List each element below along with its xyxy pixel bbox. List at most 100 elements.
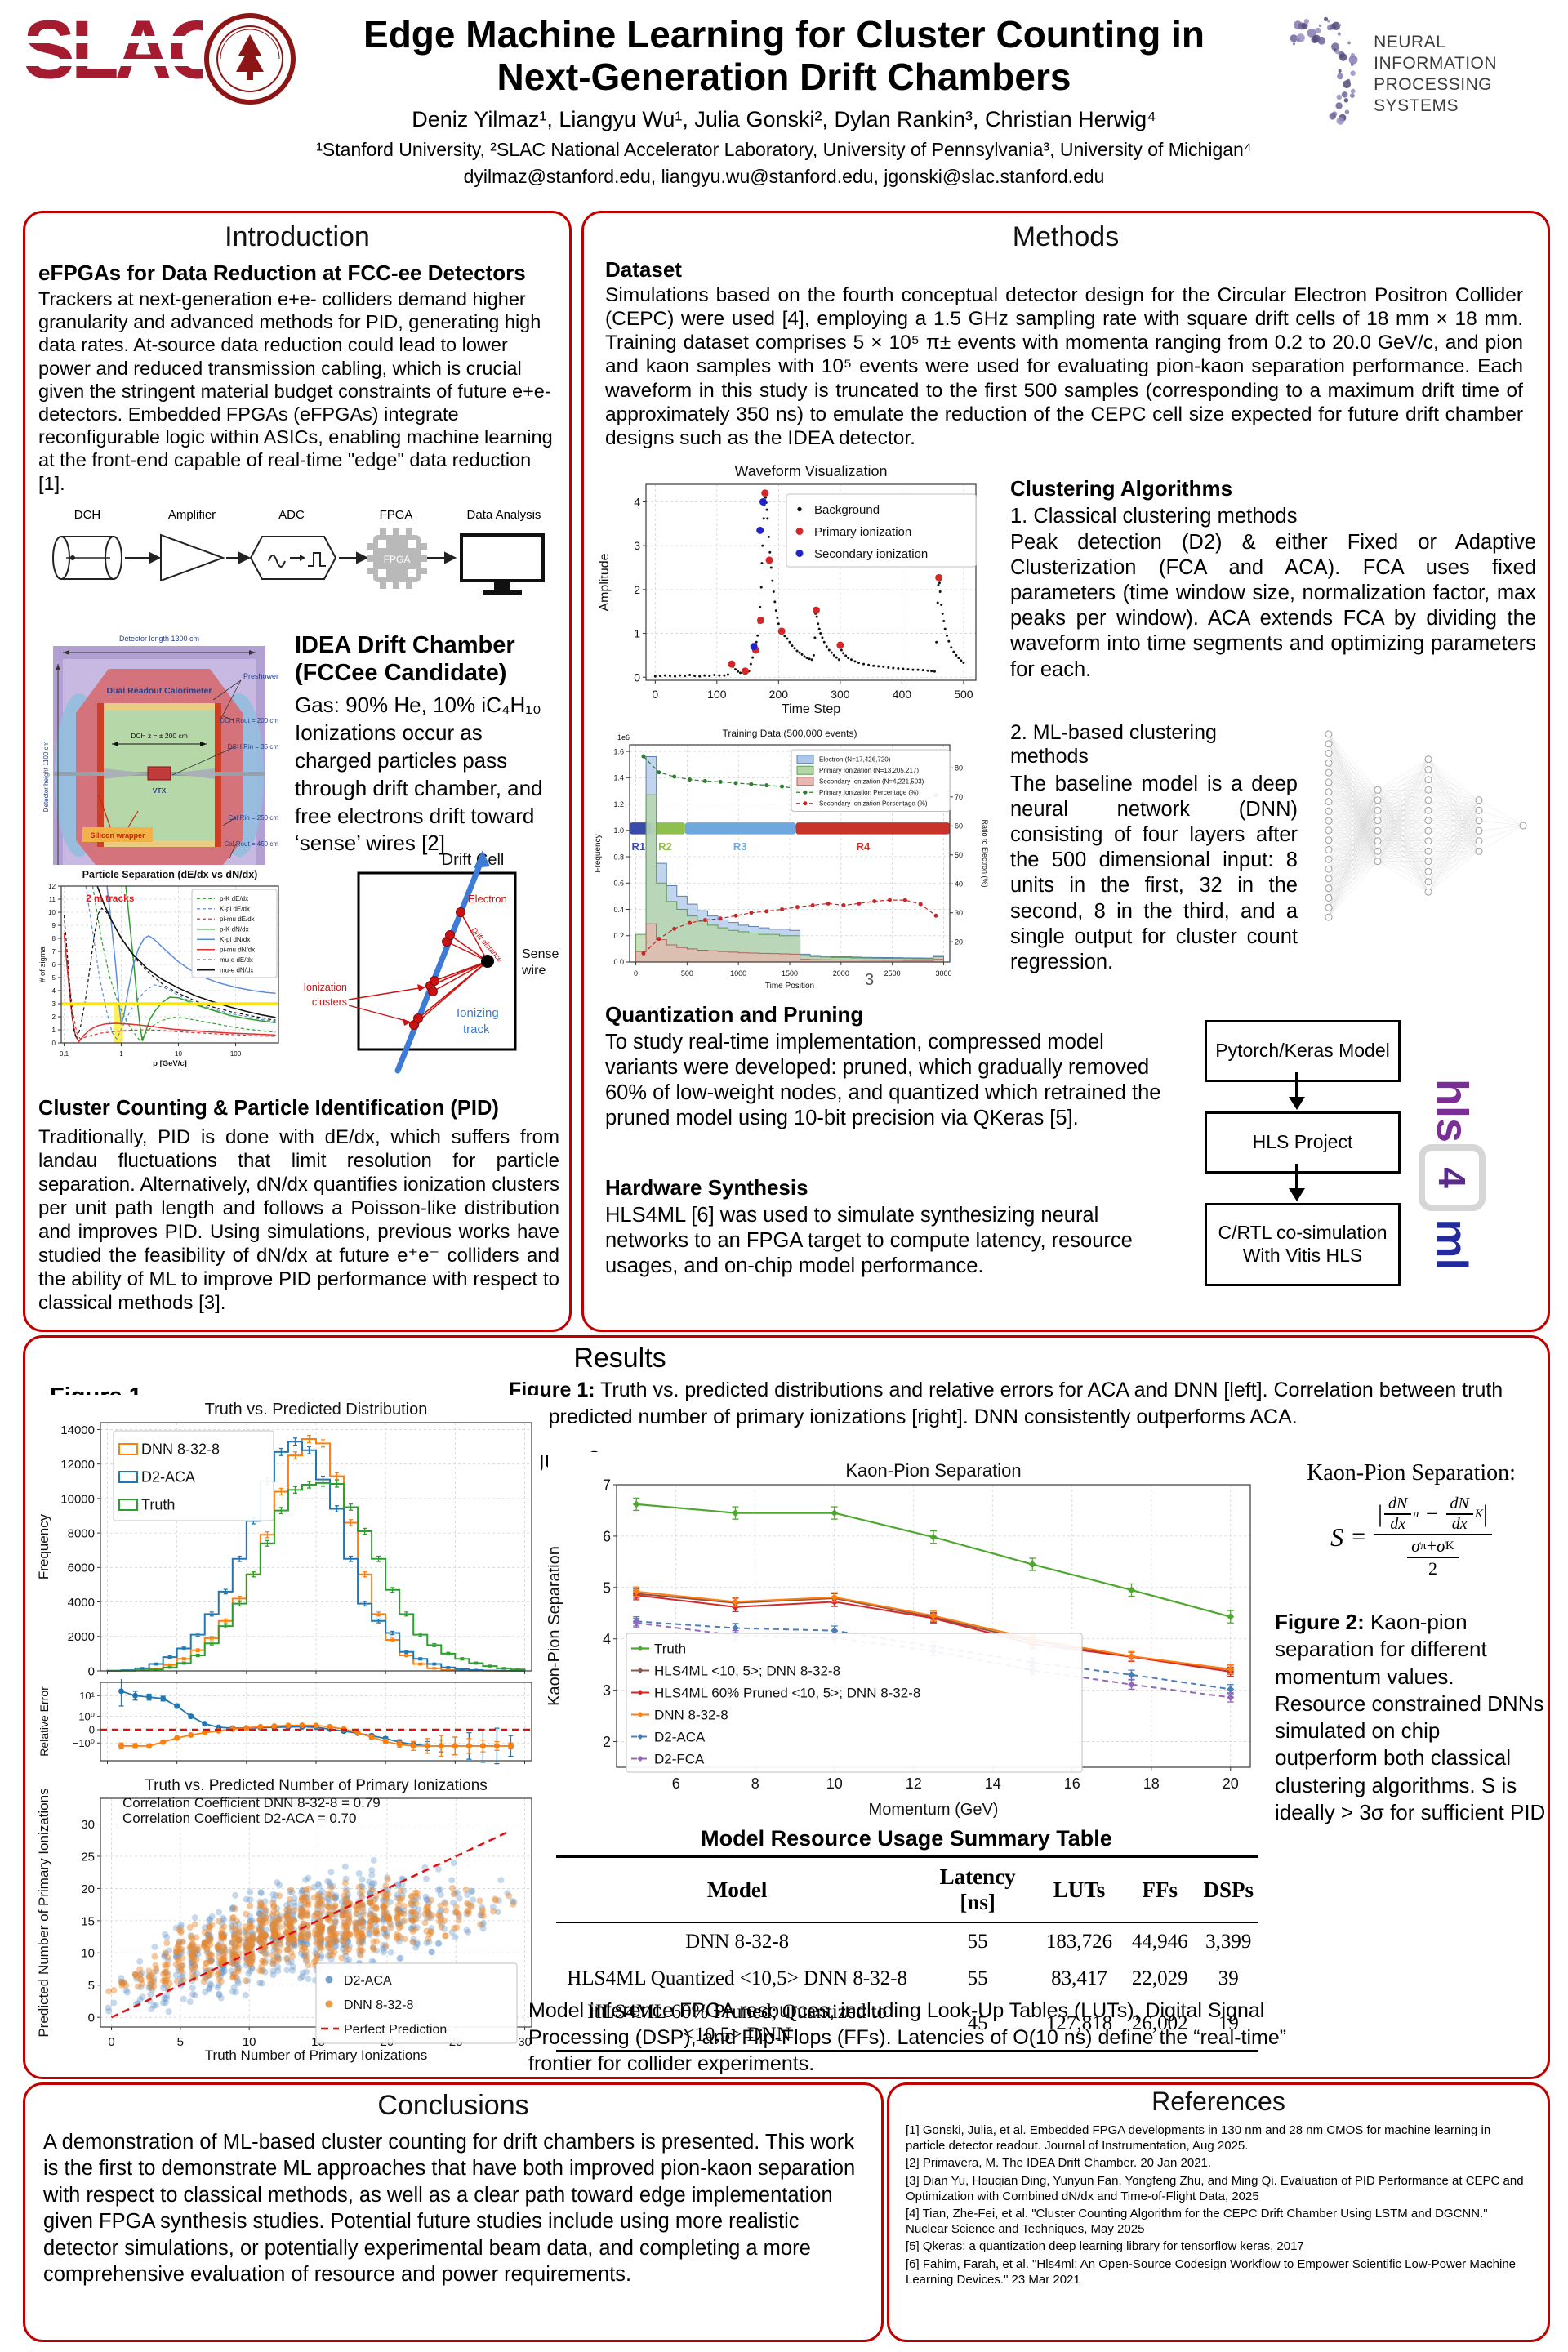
hls4ml-four: 4 — [1431, 1167, 1473, 1188]
svg-text:0: 0 — [634, 670, 640, 684]
resource-table: Model Latency [ns] LUTs FFs DSPs DNN 8-3… — [556, 1855, 1258, 2052]
formula-title: Kaon-Pion Separation: — [1307, 1460, 1516, 1486]
separation-formula: S = | dN dx π − dN dx K | σ π + σ K — [1276, 1494, 1546, 1579]
svg-text:D2-ACA: D2-ACA — [654, 1730, 706, 1745]
reference-item: [2] Primavera, M. The IDEA Drift Chamber… — [906, 2156, 1212, 2171]
fpga-label: FPGA — [380, 508, 413, 522]
training-data-chart: R1 R2 R3 R4 0 500 1000 1500 2000 2500 3000 0.0 0.2 0.… — [589, 724, 989, 997]
ionizing-track-label: Ionizing — [457, 1006, 499, 1020]
svg-text:2000: 2000 — [68, 1630, 95, 1644]
dch-cylinder-icon — [52, 536, 122, 580]
svg-text:20: 20 — [1223, 1775, 1239, 1792]
svg-text:0.8: 0.8 — [613, 853, 624, 861]
svg-text:D2-ACA: D2-ACA — [344, 1974, 392, 1988]
conclusions-panel: Conclusions A demonstration of ML-based … — [23, 2082, 884, 2342]
svg-text:18: 18 — [1143, 1775, 1160, 1792]
chart-fig1_hist: 0 2000 4000 6000 8000 10000 12000 14000 Truth vs… — [36, 1395, 541, 1679]
reference-item: [4] Tian, Zhe-Fei, et al. "Cluster Count… — [906, 2206, 1488, 2237]
formula-sigma-k: σ — [1437, 1535, 1446, 1556]
svg-text:0: 0 — [88, 2011, 95, 2025]
svg-text:Relative Error: Relative Error — [38, 1686, 51, 1757]
waveform-chart: 0 100 200 300 400 500 0 1 2 3 4 Waveform Visualizat… — [597, 460, 987, 722]
drift-cell-title: Drift Cell — [442, 851, 505, 869]
sense-wire-label2: wire — [521, 964, 546, 978]
svg-text:3: 3 — [634, 539, 640, 552]
svg-text:8000: 8000 — [68, 1527, 95, 1541]
formula-dx2: dx — [1451, 1515, 1468, 1533]
svg-text:1.2: 1.2 — [613, 800, 624, 808]
svg-text:−10⁰: −10⁰ — [73, 1737, 95, 1749]
svg-text:0: 0 — [634, 969, 638, 978]
formula-plus: + — [1426, 1535, 1437, 1556]
svg-text:300: 300 — [831, 688, 850, 701]
svg-text:40: 40 — [955, 880, 963, 888]
vtx-label: VTX — [153, 786, 167, 795]
hls4ml-ml: ml — [1428, 1218, 1477, 1271]
results-title: Results — [573, 1343, 666, 1374]
svg-text:p-K dE/dx: p-K dE/dx — [220, 895, 248, 902]
svg-text:0: 0 — [89, 1724, 95, 1736]
svg-text:R1: R1 — [632, 840, 646, 853]
truth-vs-predicted-scatter: 051015202530051015202530Truth vs. Predic… — [36, 1774, 541, 2069]
references-panel: References [1] Gonski, Julia, et al. Emb… — [887, 2082, 1550, 2342]
svg-text:60: 60 — [955, 822, 963, 831]
slide-page-number: 3 — [865, 971, 875, 989]
svg-text:Truth vs. Predicted Number of: Truth vs. Predicted Number of Primary Io… — [145, 1777, 488, 1794]
svg-text:0: 0 — [52, 1040, 56, 1047]
svg-text:15: 15 — [81, 1914, 95, 1928]
svg-text:6000: 6000 — [68, 1561, 95, 1575]
svg-text:200: 200 — [769, 688, 789, 701]
adc-label: ADC — [278, 508, 305, 522]
svg-text:5: 5 — [603, 1579, 611, 1596]
silicon-wrapper-label: Silicon wrapper — [90, 831, 145, 840]
idea-detector-figure: Detector length 1300 cm Dual Readout Cal… — [42, 635, 278, 924]
cell-latency: 55 — [967, 1930, 988, 1953]
svg-text:30: 30 — [955, 909, 963, 917]
cell-dsps: 39 — [1218, 1967, 1239, 1989]
slac-stripe — [23, 59, 203, 66]
svg-text:100: 100 — [707, 688, 727, 701]
svg-text:Perfect Prediction: Perfect Prediction — [344, 2023, 447, 2037]
svg-text:Truth Number of Primary Ioniza: Truth Number of Primary Ionizations — [205, 2047, 427, 2063]
svg-text:7: 7 — [603, 1477, 611, 1493]
amplifier-icon — [160, 533, 225, 582]
table-header-row: Model Latency [ns] LUTs FFs DSPs — [556, 1856, 1258, 1923]
svg-text:Kaon-Pion Separation: Kaon-Pion Separation — [548, 1546, 564, 1706]
formula-minus: − — [1425, 1502, 1438, 1526]
svg-text:5: 5 — [177, 2035, 184, 2049]
formula-dn2: dN — [1446, 1494, 1473, 1515]
svg-text:Frequency: Frequency — [37, 1513, 51, 1579]
conclusions-paragraph: A demonstration of ML-based cluster coun… — [43, 2131, 856, 2286]
svg-text:5: 5 — [52, 974, 56, 982]
idea-text-block: IDEA Drift Chamber (FCCee Candidate) Gas… — [295, 631, 564, 858]
svg-text:R4: R4 — [857, 840, 871, 853]
efpga-heading: eFPGAs for Data Reduction at FCC-ee Dete… — [38, 261, 526, 285]
ml-text-block: 2. ML-based clustering methods The basel… — [1010, 721, 1298, 975]
svg-text:R3: R3 — [733, 840, 747, 853]
idea-body: Ionizations occur as charged particles p… — [295, 720, 543, 856]
svg-text:3: 3 — [52, 1000, 56, 1008]
methods-panel: Methods Dataset Simulations based on the… — [581, 211, 1550, 1332]
formula-block: Kaon-Pion Separation: S = | dN dx π − dN d… — [1276, 1460, 1546, 1579]
svg-text:0.4: 0.4 — [613, 906, 624, 914]
svg-text:Time Step: Time Step — [782, 702, 840, 716]
ml-item: 2. ML-based clustering methods — [1010, 721, 1217, 768]
figure2-caption-text: Kaon-pion separation for different momen… — [1275, 1610, 1546, 1824]
svg-text:20: 20 — [955, 938, 963, 946]
cluster-paragraph: Traditionally, PID is done with dE/dx, w… — [38, 1126, 559, 1315]
svg-text:Momentum (GeV): Momentum (GeV) — [869, 1801, 999, 1819]
preshower-label: Preshower — [243, 672, 278, 680]
ionization-clusters-label2: clusters — [312, 996, 347, 1008]
svg-text:7: 7 — [52, 948, 56, 956]
svg-text:Frequency: Frequency — [594, 834, 603, 872]
svg-text:Truth: Truth — [141, 1496, 175, 1512]
adc-icon — [249, 536, 337, 580]
drift-cell-figure: Drift Cell Electron Drift distan — [303, 850, 559, 1074]
svg-text:K-pi dN/dx: K-pi dN/dx — [220, 936, 250, 943]
formula-pi: π — [1413, 1507, 1419, 1521]
svg-text:100: 100 — [230, 1050, 242, 1058]
figure1-caption-text: Truth vs. predicted distributions and re… — [509, 1379, 1503, 1428]
slac-logo: SLAC — [23, 11, 203, 96]
svg-text:Background: Background — [814, 503, 880, 517]
cluster-heading: Cluster Counting & Particle Identificati… — [38, 1097, 499, 1120]
